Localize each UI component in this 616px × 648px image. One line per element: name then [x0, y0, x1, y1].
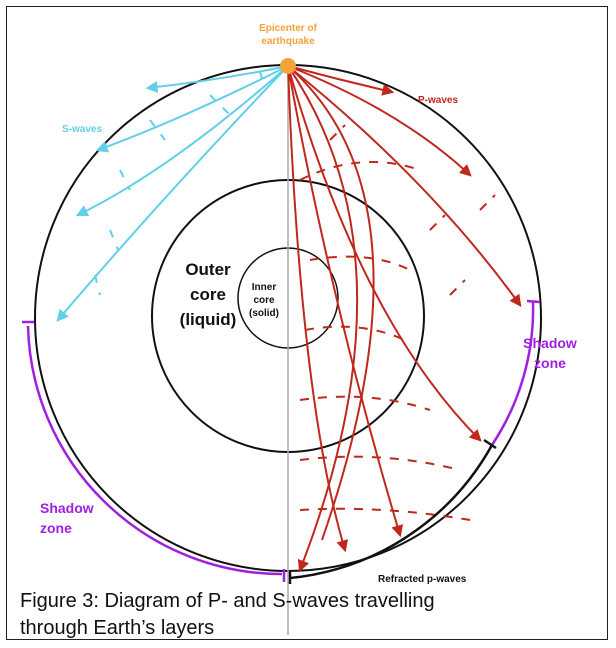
zone-ticks [22, 301, 540, 584]
caption: Figure 3: Diagram of P- and S-waves trav… [20, 588, 435, 642]
refracted-label: Refracted p-waves [378, 574, 467, 585]
shadow-zone-label: Shadow [523, 335, 577, 351]
inner-core-label: Inner [252, 282, 277, 293]
outer-core-label: Outer [185, 260, 231, 279]
shadow-zone-label: Shadow [40, 500, 94, 516]
p-waves-label: P-waves [418, 95, 458, 106]
epicenter-label: earthquake [261, 36, 315, 47]
inner-core-label: core [253, 295, 275, 306]
page: {"diagram": { "epicenter": ["Epicenter o… [0, 0, 616, 648]
caption-line: Figure 3: Diagram of P- and S-waves trav… [20, 588, 435, 615]
inner-core-label: (solid) [249, 308, 279, 319]
shadow-zone-right-arc [492, 302, 533, 445]
shadow-zone-label: zone [40, 520, 72, 536]
epicenter [280, 58, 296, 74]
s-waves-label: S-waves [62, 124, 102, 135]
outer-core-label: (liquid) [180, 310, 237, 329]
shadow-zone-label: zone [534, 355, 566, 371]
caption-line: through Earth’s layers [20, 615, 435, 642]
shadow-zone-left-arc [28, 326, 282, 574]
epicenter-label: Epicenter of [259, 23, 317, 34]
outer-core-label: core [190, 285, 226, 304]
diagram: Epicenter of earthquake S-waves P-waves … [0, 0, 616, 648]
p-waves [288, 66, 520, 570]
